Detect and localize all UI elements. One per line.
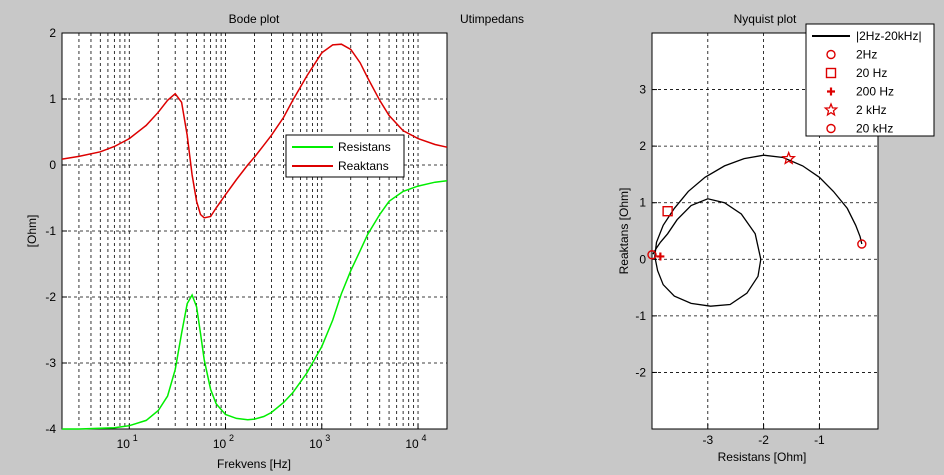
nyquist-y-tick-label: -1 xyxy=(635,309,646,323)
nyquist-x-axis-label: Resistans [Ohm] xyxy=(718,450,807,464)
nyquist-marker-20hz xyxy=(662,205,673,217)
nyquist-legend-symbol xyxy=(826,49,836,60)
bode-legend-box xyxy=(285,134,405,178)
nyquist-markers xyxy=(647,150,867,261)
bode-y-tick-label: 0 xyxy=(49,158,56,172)
nyquist-title: Nyquist plot xyxy=(734,12,797,26)
nyquist-legend-label: 2Hz xyxy=(856,48,877,62)
nyquist-legend-label: 20 Hz xyxy=(856,66,887,80)
bode-y-tick-label: 1 xyxy=(49,92,56,106)
nyquist-marker-200hz xyxy=(656,252,665,261)
nyquist-x-tick-label: -2 xyxy=(758,433,769,447)
nyquist-legend-label: 200 Hz xyxy=(856,85,894,99)
bode-x-tick-label: 10 xyxy=(309,437,323,451)
bode-series xyxy=(61,43,448,430)
nyquist-marker-2hz xyxy=(647,250,657,260)
nyquist-legend-label: 2 kHz xyxy=(856,103,887,117)
nyquist-y-tick-label: 0 xyxy=(639,252,646,266)
bode-x-ticks: 10 1 10 2 10 3 10 4 xyxy=(117,424,427,451)
bode-x-tick-label: 10 xyxy=(117,437,131,451)
nyquist-x-tick-label: -3 xyxy=(702,433,713,447)
nyquist-plot: Nyquist plot -3 -2 -1 3 2 1 0 -1 -2 Resistans [… xyxy=(617,12,935,464)
legend-label-reaktans: Reaktans xyxy=(338,159,389,173)
bode-y-tick-label: -4 xyxy=(45,422,56,436)
nyquist-legend-symbol xyxy=(826,123,836,134)
nyquist-x-tick-label: -1 xyxy=(814,433,825,447)
bode-y-axis-label: [Ohm] xyxy=(25,215,39,248)
nyquist-y-tick-label: 2 xyxy=(639,139,646,153)
nyquist-legend-box xyxy=(805,23,935,137)
bode-x-tick-exponent: 3 xyxy=(325,433,330,443)
nyquist-marker-20khz xyxy=(857,239,867,249)
nyquist-y-tick-label: 1 xyxy=(639,196,646,210)
nyquist-y-tick-label: -2 xyxy=(635,365,646,379)
bode-y-tick-label: -3 xyxy=(45,356,56,370)
nyquist-legend-label: 20 kHz xyxy=(856,122,893,136)
bode-legend: Resistans Reaktans xyxy=(285,134,405,178)
nyquist-y-tick-label: 3 xyxy=(639,83,646,97)
bode-title: Bode plot xyxy=(229,12,280,26)
bode-x-tick-label: 10 xyxy=(213,437,227,451)
bode-y-tick-label: 2 xyxy=(49,26,56,40)
nyquist-series xyxy=(652,154,863,307)
bode-x-tick-label: 10 xyxy=(405,437,419,451)
nyquist-legend-symbol xyxy=(825,67,837,79)
figure-title: Utimpedans xyxy=(460,12,524,26)
bode-series-reaktans xyxy=(61,43,448,219)
nyquist-x-ticks: -3 -2 -1 xyxy=(702,424,825,447)
bode-y-ticks: 2 1 0 -1 -2 -3 -4 xyxy=(45,26,67,436)
bode-plot: Bode plot 10 1 10 2 10 3 10 4 210-1-2-3-4 Frekv… xyxy=(25,12,448,471)
nyquist-legend-items: |2Hz-20kHz| 2Hz 20 Hz 200 Hz 2 kHz 20 kHz xyxy=(812,29,922,136)
bode-y-tick-label: -2 xyxy=(45,290,56,304)
nyquist-legend-symbol xyxy=(823,102,839,117)
bode-x-tick-exponent: 4 xyxy=(422,433,427,443)
bode-x-tick-exponent: 1 xyxy=(133,433,138,443)
nyquist-legend-label: |2Hz-20kHz| xyxy=(856,29,922,43)
bode-x-axis-label: Frekvens [Hz] xyxy=(217,457,291,471)
nyquist-legend: |2Hz-20kHz| 2Hz 20 Hz 200 Hz 2 kHz 20 kHz xyxy=(805,23,935,137)
nyquist-curve xyxy=(652,154,863,307)
nyquist-legend-symbol xyxy=(827,87,835,96)
legend-label-resistans: Resistans xyxy=(338,140,391,154)
bode-y-tick-label: -1 xyxy=(45,224,56,238)
nyquist-marker-2khz xyxy=(781,150,797,165)
bode-x-tick-exponent: 2 xyxy=(229,433,234,443)
bode-series-resistans xyxy=(62,180,448,430)
nyquist-y-axis-label: Reaktans [Ohm] xyxy=(617,188,631,275)
